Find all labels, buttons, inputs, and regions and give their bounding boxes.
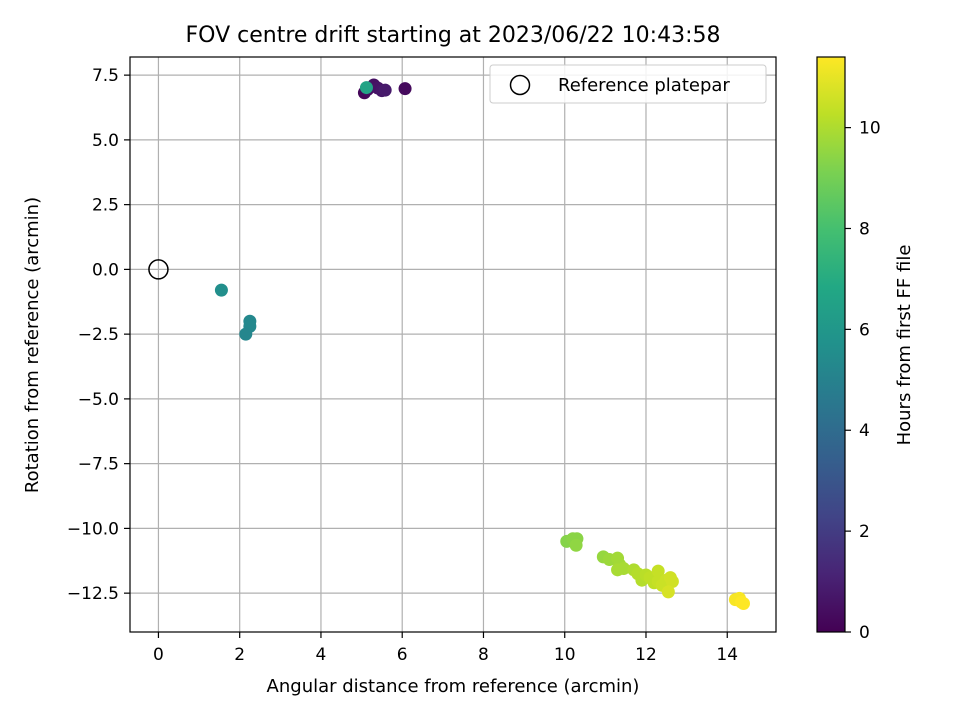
y-tick-label: 5.0 [92,131,119,151]
legend-box [489,64,767,104]
x-tick-label: 0 [153,645,164,665]
x-ticks: 0 2 4 6 8 10 12 14 [153,632,738,665]
y-axis-label: Rotation from reference (arcmin) [22,197,43,493]
colorbar: 0 2 4 6 8 10 Hours from first FF file [816,56,915,643]
y-tick-label: 7.5 [92,66,119,86]
data-point [359,81,373,95]
legend-label: Reference platepar [558,75,730,96]
colorbar-label: Hours from first FF file [894,245,915,446]
data-point [665,574,679,588]
colorbar-tick-label: 4 [859,421,870,441]
y-tick-label: −2.5 [78,325,119,345]
x-tick-label: 8 [478,645,489,665]
colorbar-tick-label: 8 [859,219,870,239]
axes-frame [129,56,777,633]
data-point [398,82,412,96]
grid [130,57,776,632]
legend: Reference platepar [489,64,767,104]
colorbar-tick-label: 2 [859,522,870,542]
x-tick-label: 2 [234,645,245,665]
reference-platepar-marker [148,259,169,280]
x-tick-label: 4 [316,645,327,665]
colorbar-tick-label: 10 [859,119,881,139]
legend-marker-icon [509,74,531,96]
x-tick-label: 14 [716,645,738,665]
colorbar-frame [816,56,846,633]
data-point [736,597,750,611]
y-tick-label: −12.5 [67,584,119,604]
y-ticks: 7.5 5.0 2.5 0.0 −2.5 −5.0 −7.5 −10.0 −12.5 [67,66,130,604]
data-point [661,585,675,599]
y-tick-label: 0.0 [92,260,119,280]
data-point [651,564,665,578]
colorbar-ticks: 0 2 4 6 8 10 [845,119,881,643]
data-point [214,283,228,297]
reference-marker-group [148,259,169,280]
x-tick-label: 12 [635,645,657,665]
chart-title: FOV centre drift starting at 2023/06/22 … [186,23,721,48]
x-tick-label: 10 [554,645,576,665]
data-point [617,562,631,576]
colorbar-gradient [817,57,845,632]
colorbar-tick-label: 6 [859,320,870,340]
y-tick-label: −10.0 [67,519,119,539]
y-tick-label: 2.5 [92,196,119,216]
data-point [378,83,392,97]
colorbar-tick-label: 0 [859,623,870,643]
x-tick-label: 6 [397,645,408,665]
data-point [569,538,583,552]
y-tick-label: −5.0 [78,390,119,410]
x-axis-label: Angular distance from reference (arcmin) [267,676,640,697]
data-points [214,78,750,611]
data-point [239,327,253,341]
plot-area: 0 2 4 6 8 10 12 14 7.5 5.0 2.5 0.0 −2.5 −5.0 −7.5 −10.… [67,56,777,665]
y-tick-label: −7.5 [78,455,119,475]
